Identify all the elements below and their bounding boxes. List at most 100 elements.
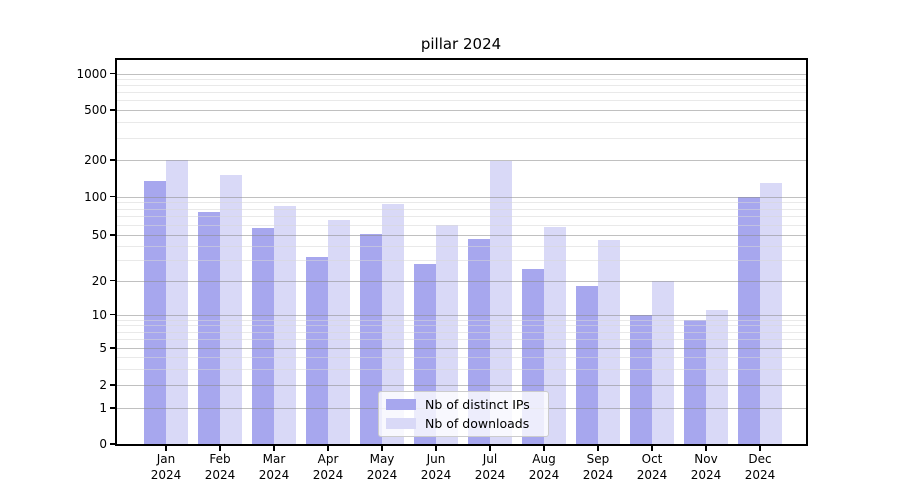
x-axis-line [115,443,808,446]
y-tick-20 [110,279,116,282]
x-tick-jun [435,444,437,451]
y-tick-label-200: 200 [84,153,107,167]
y-tick-label-500: 500 [84,103,107,117]
bar-downloads-jul [490,161,512,445]
x-tick-aug [543,444,545,451]
y-tick-label-5: 5 [99,341,107,355]
bar-distinct-ips-sep [576,285,598,445]
top-spine [115,58,808,60]
major-gridline-1000 [116,73,807,75]
y-tick-100 [110,195,116,198]
legend-label-downloads: Nb of downloads [425,415,530,431]
bar-distinct-ips-nov [684,319,706,445]
x-tick-apr [327,444,329,451]
x-tick-may [381,444,383,451]
major-gridline-500 [116,110,807,111]
minor-gridline-4 [116,357,807,358]
y-tick-label-100: 100 [84,189,107,204]
x-tick-label-aug: Aug 2024 [528,452,560,482]
y-tick-2 [110,384,116,386]
y-tick-10 [110,313,116,316]
chart-title: pillar 2024 [420,35,502,53]
x-tick-label-may: May 2024 [366,452,398,482]
minor-gridline-60 [116,224,807,226]
x-tick-label-dec: Dec 2024 [744,452,776,482]
bar-downloads-jun [436,224,458,445]
y-tick-label-2: 2 [99,378,107,392]
bar-distinct-ips-jan [144,180,166,445]
y-tick-0 [110,443,116,445]
bar-distinct-ips-feb [198,212,220,445]
minor-gridline-3 [116,368,807,370]
x-tick-feb [219,444,221,451]
x-tick-jan [165,444,167,451]
minor-gridline-400 [116,122,807,124]
minor-gridline-300 [116,137,807,139]
major-gridline-100 [116,196,807,198]
bar-downloads-feb [220,175,242,445]
minor-gridline-70 [116,216,807,218]
y-tick-1000 [110,72,116,75]
major-gridline-50 [116,235,807,236]
bar-distinct-ips-mar [252,227,274,445]
minor-gridline-80 [116,208,807,210]
x-tick-label-jan: Jan 2024 [150,452,182,482]
minor-gridline-30 [116,260,807,262]
legend-item-distinct-ips: Nb of distinct IPs [386,396,548,412]
minor-gridline-600 [116,100,807,102]
y-tick-500 [110,109,116,111]
x-tick-label-oct: Oct 2024 [636,452,668,482]
plot-area [115,58,808,446]
x-tick-label-mar: Mar 2024 [258,452,290,482]
x-tick-dec [759,444,761,451]
y-tick-1 [110,407,116,409]
bar-downloads-sep [598,240,620,445]
right-spine [806,58,808,446]
minor-gridline-900 [116,79,807,81]
y-tick-label-20: 20 [91,273,107,288]
minor-gridline-40 [116,246,807,248]
x-tick-mar [273,444,275,451]
x-tick-label-sep: Sep 2024 [582,452,614,482]
major-gridline-10 [116,314,807,316]
minor-gridline-800 [116,85,807,87]
major-gridline-2 [116,385,807,386]
y-tick-label-0: 0 [99,437,107,451]
bar-downloads-nov [706,309,728,445]
y-tick-label-50: 50 [91,228,107,242]
x-tick-oct [651,444,653,451]
major-gridline-5 [116,348,807,349]
legend-swatch-downloads [386,418,416,429]
x-tick-label-nov: Nov 2024 [690,452,722,482]
major-gridline-200 [116,160,807,161]
x-tick-jul [489,444,491,451]
x-tick-nov [705,444,707,451]
major-gridline-20 [116,280,807,282]
bar-distinct-ips-apr [306,257,328,445]
bar-downloads-mar [274,205,296,445]
legend: Nb of distinct IPs Nb of downloads [378,391,549,437]
y-tick-label-1000: 1000 [76,66,107,81]
y-tick-5 [110,347,116,349]
x-tick-sep [597,444,599,451]
y-tick-50 [110,234,116,236]
bar-downloads-may [382,204,404,445]
minor-gridline-8 [116,325,807,327]
bar-downloads-dec [760,182,782,445]
legend-swatch-distinct-ips [386,399,416,410]
x-tick-label-apr: Apr 2024 [312,452,344,482]
x-tick-label-jul: Jul 2024 [474,452,506,482]
y-tick-label-10: 10 [91,307,107,322]
x-tick-label-jun: Jun 2024 [420,452,452,482]
x-tick-label-feb: Feb 2024 [204,452,236,482]
y-tick-label-1: 1 [99,401,107,415]
minor-gridline-9 [116,319,807,321]
minor-gridline-6 [116,339,807,341]
bar-distinct-ips-oct [630,314,652,445]
legend-label-distinct-ips: Nb of distinct IPs [425,396,530,412]
legend-item-downloads: Nb of downloads [386,415,548,431]
minor-gridline-7 [116,331,807,333]
minor-gridline-700 [116,92,807,94]
bar-downloads-oct [652,280,674,445]
